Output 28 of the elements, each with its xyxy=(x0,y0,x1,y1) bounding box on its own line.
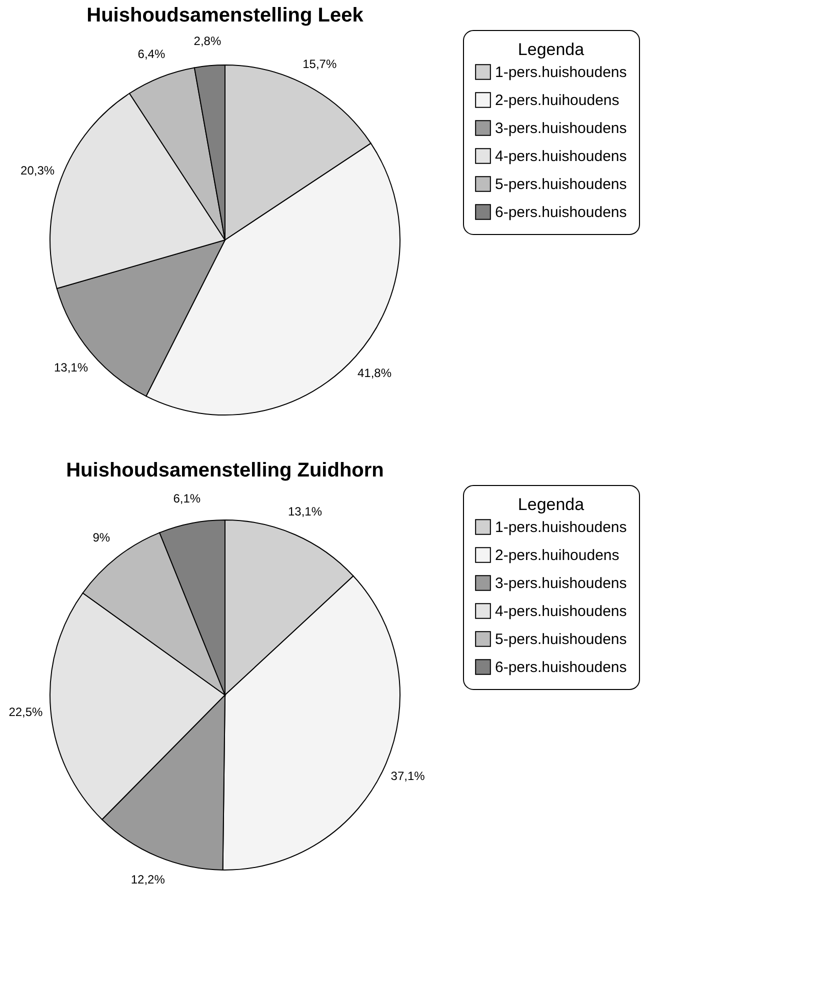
legend-label: 5-pers.huishoudens xyxy=(495,631,627,648)
data-label: 15,7% xyxy=(302,56,337,71)
data-label: 37,1% xyxy=(390,769,426,784)
data-label: 13,1% xyxy=(288,504,322,519)
data-label: 6,4% xyxy=(138,47,166,62)
data-label: 6,1% xyxy=(173,492,201,506)
legend-label: 1-pers.huishoudens xyxy=(495,519,627,536)
data-label: 22,5% xyxy=(8,704,44,719)
data-label: 20,3% xyxy=(20,163,55,178)
legend-label: 1-pers.huishoudens xyxy=(495,64,627,81)
chart-title: Huishoudsamenstelling Leek xyxy=(86,4,364,26)
legend-label: 3-pers.huishoudens xyxy=(495,120,627,137)
legend-label: 6-pers.huishoudens xyxy=(495,659,627,676)
legend-label: 5-pers.huishoudens xyxy=(495,176,627,193)
legend-title: Legenda xyxy=(518,495,585,514)
data-label: 41,8% xyxy=(357,366,392,380)
chart-title: Huishoudsamenstelling Zuidhorn xyxy=(66,460,384,482)
legend-label: 6-pers.huishoudens xyxy=(495,204,627,221)
legend-label: 2-pers.huihoudens xyxy=(495,92,620,109)
data-label: 2,8% xyxy=(194,34,222,48)
data-label: 9% xyxy=(92,530,110,545)
legend-label: 4-pers.huishoudens xyxy=(495,148,627,165)
data-label: 13,1% xyxy=(54,360,88,375)
legend-title: Legenda xyxy=(518,40,585,59)
legend-label: 2-pers.huihoudens xyxy=(495,547,620,564)
data-label: 12,2% xyxy=(130,872,166,887)
legend-label: 4-pers.huishoudens xyxy=(495,603,627,620)
legend-label: 3-pers.huishoudens xyxy=(495,575,627,592)
